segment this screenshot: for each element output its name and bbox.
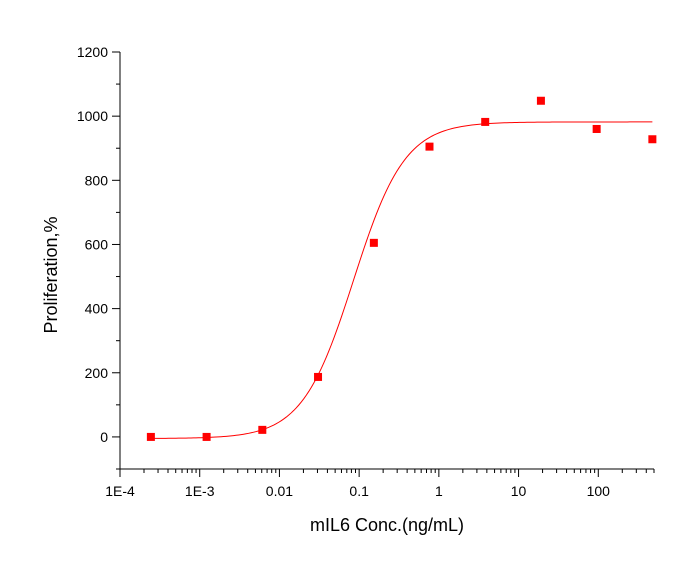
x-tick-label: 1E-3 (185, 483, 215, 499)
data-point (314, 372, 323, 381)
data-point (258, 425, 267, 434)
x-tick-label: 0.01 (266, 483, 293, 499)
data-point (592, 124, 601, 133)
y-axis-title: Proliferation,% (41, 216, 61, 333)
fit-curve (150, 121, 653, 439)
y-tick-label: 600 (85, 236, 109, 252)
y-tick-label: 1000 (77, 108, 108, 124)
y-tick-label: 200 (85, 365, 109, 381)
x-tick-label: 100 (587, 483, 611, 499)
x-tick-label: 0.1 (349, 483, 369, 499)
y-tick-label: 0 (100, 429, 108, 445)
data-point (146, 432, 155, 441)
y-tick-label: 800 (85, 172, 109, 188)
axes (119, 52, 654, 470)
x-tick-label: 10 (511, 483, 527, 499)
data-point (425, 142, 434, 151)
y-tick-label: 1200 (77, 44, 108, 60)
ticks: 0 200 400 600 800 1000 1200 1E-4 1E-3 0.01 0.1 1 10 1… (77, 44, 655, 499)
x-axis-title: mIL6 Conc.(ng/mL) (310, 515, 464, 535)
data-points (146, 96, 657, 441)
y-tick-label: 400 (85, 301, 109, 317)
x-tick-label: 1E-4 (105, 483, 135, 499)
data-point (536, 96, 545, 105)
x-tick-label: 1 (435, 483, 443, 499)
data-point (481, 117, 490, 126)
data-point (369, 238, 378, 247)
data-point (648, 135, 657, 144)
data-point (202, 432, 211, 441)
